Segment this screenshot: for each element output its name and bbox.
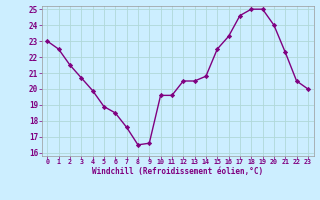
X-axis label: Windchill (Refroidissement éolien,°C): Windchill (Refroidissement éolien,°C) bbox=[92, 167, 263, 176]
